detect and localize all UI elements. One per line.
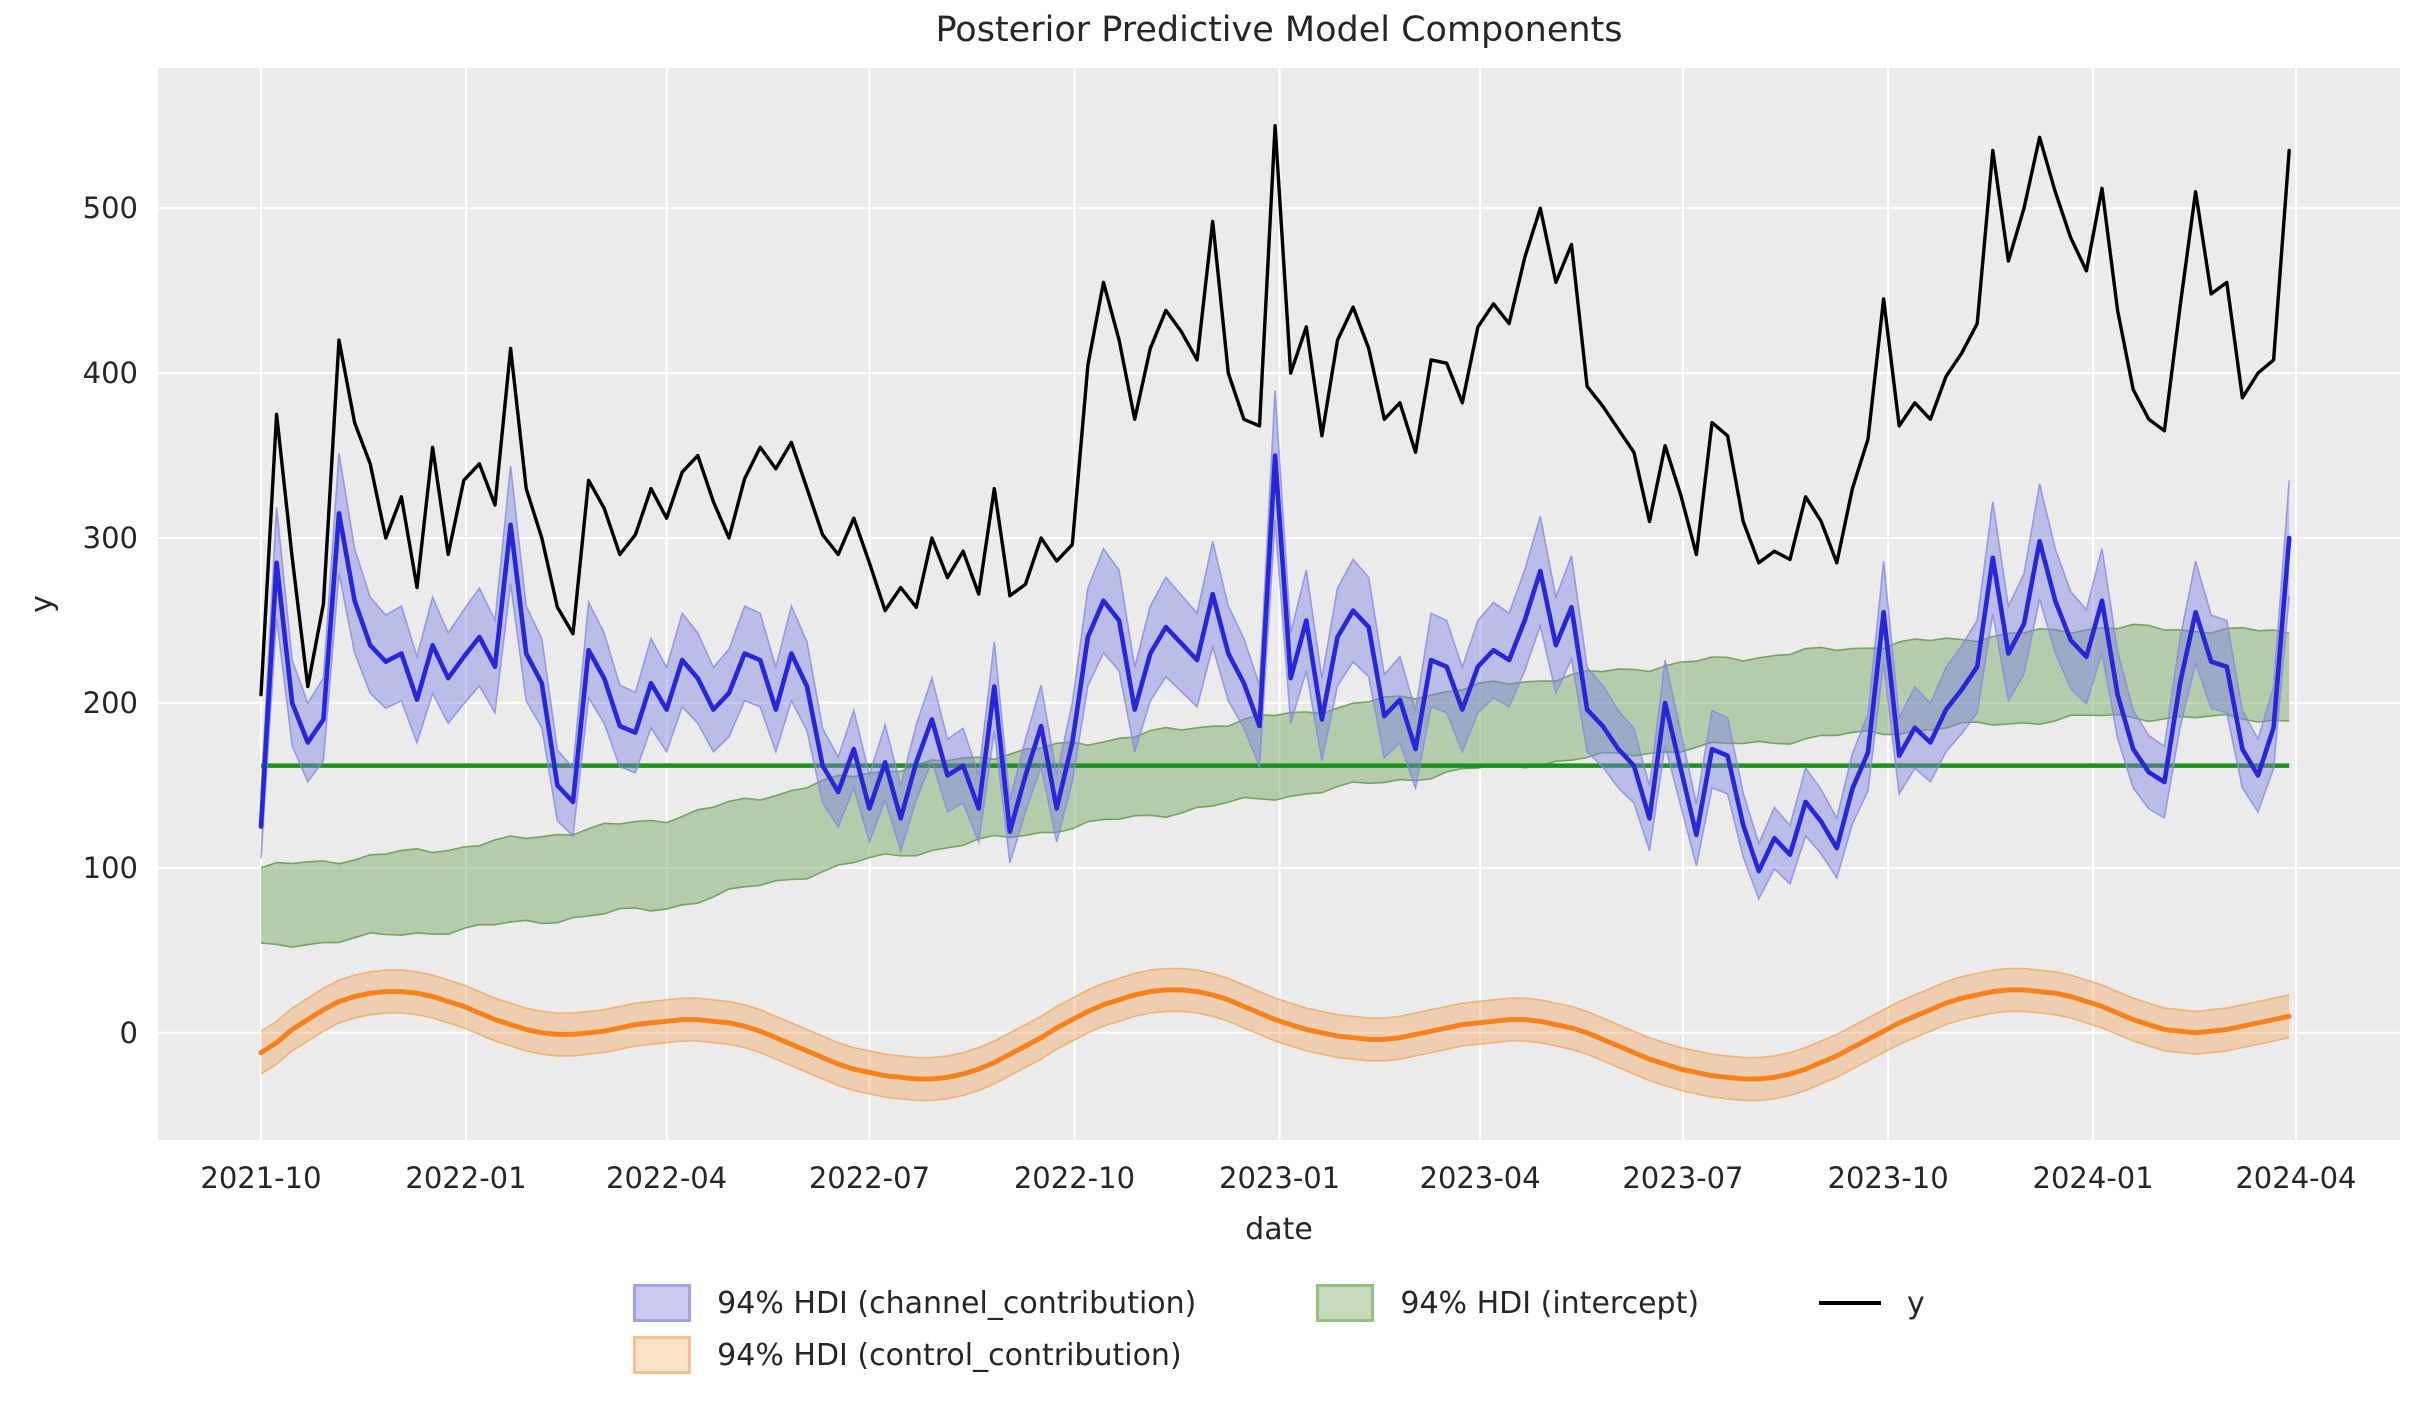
- control-hdi-band: [261, 968, 2290, 1101]
- intercept-hdi-swatch-icon: [1316, 1284, 1375, 1322]
- x-tick-label: 2022-10: [1014, 1161, 1135, 1195]
- legend-label: 94% HDI (channel_contribution): [717, 1285, 1197, 1321]
- control-contribution-line: [258, 987, 2292, 1082]
- y-observed-line: [259, 124, 2291, 697]
- legend-item-control-contribution: 94% HDI (control_contribution): [633, 1336, 1196, 1374]
- legend-item-channel-contribution: 94% HDI (channel_contribution): [633, 1284, 1196, 1322]
- legend-label: 94% HDI (intercept): [1400, 1285, 1700, 1321]
- legend: 94% HDI (channel_contribution) 94% HDI (…: [158, 1284, 2400, 1374]
- y-tick-label: 200: [83, 686, 138, 720]
- control-hdi-swatch-icon: [633, 1336, 692, 1374]
- x-axis-label: date: [1245, 1212, 1313, 1247]
- intercept-hdi-upper-edge: [260, 623, 2290, 869]
- y-tick-label: 100: [83, 851, 138, 885]
- legend-item-intercept: 94% HDI (intercept): [1316, 1284, 1699, 1322]
- x-tick-label: 2023-07: [1622, 1161, 1743, 1195]
- x-tick-label: 2022-07: [809, 1161, 930, 1195]
- channel-hdi-swatch-icon: [633, 1284, 692, 1322]
- y-tick-label: 300: [83, 521, 138, 555]
- x-tick-label: 2024-01: [2033, 1161, 2154, 1195]
- x-tick-label: 2021-10: [200, 1161, 321, 1195]
- x-tick-label: 2022-04: [606, 1161, 727, 1195]
- chart-title: Posterior Predictive Model Components: [935, 10, 1623, 50]
- channel-hdi-lower-edge: [260, 520, 2290, 901]
- x-tick-label: 2022-01: [405, 1161, 526, 1195]
- legend-label: y: [1907, 1285, 1925, 1321]
- x-tick-label: 2023-04: [1420, 1161, 1541, 1195]
- x-tick-label: 2023-10: [1828, 1161, 1949, 1195]
- intercept-hdi-band: [261, 624, 2290, 948]
- channel-hdi-upper-edge: [260, 390, 2290, 846]
- x-tick-label: 2024-04: [2235, 1161, 2356, 1195]
- y-tick-label: 400: [83, 356, 138, 390]
- control-hdi-upper-edge: [260, 967, 2290, 1059]
- y-line-swatch-icon: [1819, 1301, 1882, 1305]
- legend-label: 94% HDI (control_contribution): [717, 1337, 1182, 1373]
- legend-item-y: y: [1819, 1284, 1925, 1322]
- channel-contribution-line: [258, 453, 2292, 874]
- y-tick-label: 500: [83, 191, 138, 225]
- intercept-hdi-lower-edge: [260, 713, 2290, 949]
- x-tick-label: 2023-01: [1219, 1161, 1340, 1195]
- control-hdi-lower-edge: [260, 1010, 2290, 1102]
- legend-grid: 94% HDI (channel_contribution) 94% HDI (…: [633, 1284, 1925, 1374]
- y-axis-label: y: [24, 595, 60, 613]
- y-tick-label: 0: [120, 1016, 138, 1050]
